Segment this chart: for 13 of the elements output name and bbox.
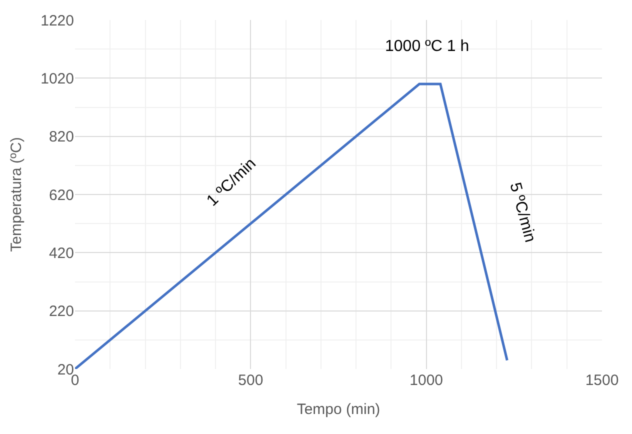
y-tick-label: 220: [48, 303, 74, 320]
y-tick-label: 620: [48, 186, 74, 204]
y-tick-label: 820: [48, 128, 74, 146]
y-axis-title: Temperatura (ºC): [8, 137, 25, 252]
annotation: 1000 ºC 1 h: [385, 38, 470, 55]
x-tick-label: 1000: [410, 372, 444, 389]
y-tick-label: 1220: [40, 12, 74, 30]
y-tick-label: 1020: [40, 70, 74, 88]
x-axis-title: Tempo (min): [296, 401, 380, 418]
x-tick-label: 500: [238, 372, 264, 389]
y-tick-label: 420: [48, 244, 74, 262]
x-tick-label: 1500: [585, 372, 619, 389]
annotation: 5 ºC/min: [506, 180, 538, 244]
